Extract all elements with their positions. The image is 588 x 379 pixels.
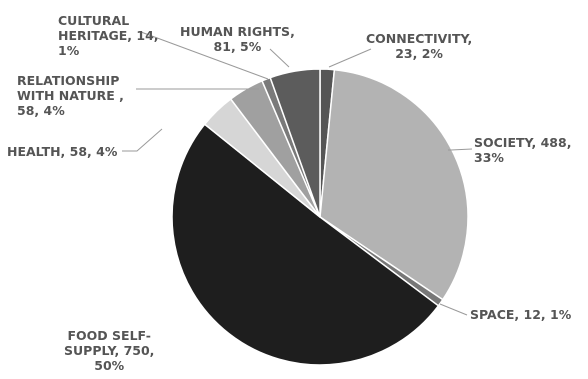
pie-slice-society <box>319 68 469 301</box>
data-label-health: HEALTH, 58, 4% <box>7 144 117 159</box>
data-label-line: 81, 5% <box>213 39 262 54</box>
data-label-line: HERITAGE, 14, <box>58 28 159 43</box>
data-label-human-rights: HUMAN RIGHTS, 81, 5% <box>180 24 295 54</box>
data-label-line: 1% <box>58 43 80 58</box>
data-label-line: 23, 2% <box>395 46 443 61</box>
pie-slice-food-self-supply <box>171 123 440 366</box>
data-label-cultural-heritage: CULTURAL HERITAGE, 14, 1% <box>58 13 159 58</box>
data-label-line: SUPPLY, 750, <box>64 343 155 358</box>
data-label-line: HUMAN RIGHTS, <box>180 24 295 39</box>
leader-line-space <box>439 303 468 316</box>
leader-line-human-rights <box>269 48 290 68</box>
data-label-line: CONNECTIVITY, <box>366 31 473 46</box>
data-label-line: WITH NATURE , <box>17 88 124 103</box>
data-label-society: SOCIETY, 488, 33% <box>474 135 571 165</box>
leader-line-cultural-heritage <box>140 31 269 80</box>
data-label-space: SPACE, 12, 1% <box>470 307 571 322</box>
data-label-line: 50% <box>94 358 125 373</box>
data-label-line: FOOD SELF- <box>67 328 151 343</box>
data-label-relationship-with-nature: RELATIONSHIP WITH NATURE , 58, 4% <box>17 73 124 118</box>
leader-line-connectivity <box>328 48 372 68</box>
data-label-food-self-supply: FOOD SELF- SUPPLY, 750, 50% <box>64 328 154 373</box>
data-label-connectivity: CONNECTIVITY, 23, 2% <box>366 31 472 61</box>
data-label-line: RELATIONSHIP <box>17 73 120 88</box>
data-label-line: CULTURAL <box>58 13 130 28</box>
data-label-line: 33% <box>474 150 504 165</box>
data-label-line: SPACE, 12, 1% <box>470 307 572 322</box>
data-label-line: SOCIETY, 488, <box>474 135 572 150</box>
leader-line-society <box>448 148 473 151</box>
data-label-line: HEALTH, 58, 4% <box>7 144 118 159</box>
data-label-line: 58, 4% <box>17 103 65 118</box>
pie-slice-human-rights <box>269 68 321 218</box>
leader-line-health <box>122 128 163 152</box>
